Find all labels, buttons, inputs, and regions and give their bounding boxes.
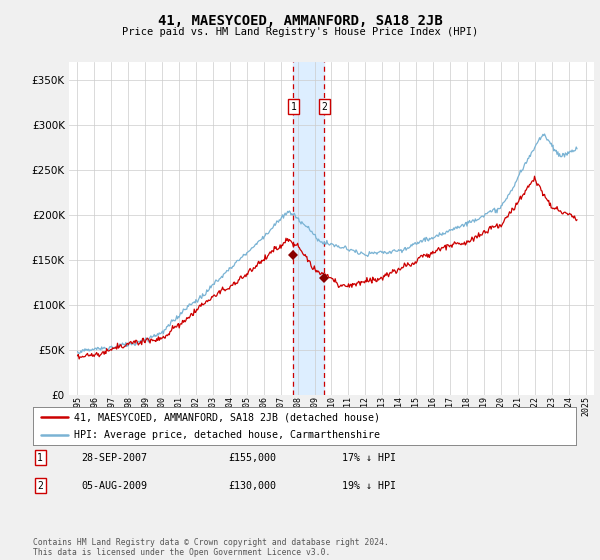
Text: 41, MAESYCOED, AMMANFORD, SA18 2JB: 41, MAESYCOED, AMMANFORD, SA18 2JB — [158, 14, 442, 28]
Text: 2: 2 — [37, 480, 43, 491]
Text: 41, MAESYCOED, AMMANFORD, SA18 2JB (detached house): 41, MAESYCOED, AMMANFORD, SA18 2JB (deta… — [74, 412, 380, 422]
Text: 19% ↓ HPI: 19% ↓ HPI — [342, 480, 396, 491]
Text: Contains HM Land Registry data © Crown copyright and database right 2024.
This d: Contains HM Land Registry data © Crown c… — [33, 538, 389, 557]
Text: HPI: Average price, detached house, Carmarthenshire: HPI: Average price, detached house, Carm… — [74, 430, 380, 440]
Text: 28-SEP-2007: 28-SEP-2007 — [81, 452, 147, 463]
Text: 05-AUG-2009: 05-AUG-2009 — [81, 480, 147, 491]
Text: 2: 2 — [322, 101, 328, 111]
Text: Price paid vs. HM Land Registry's House Price Index (HPI): Price paid vs. HM Land Registry's House … — [122, 27, 478, 37]
Text: 17% ↓ HPI: 17% ↓ HPI — [342, 452, 396, 463]
Text: £155,000: £155,000 — [228, 452, 276, 463]
Text: 1: 1 — [290, 101, 296, 111]
Text: 1: 1 — [37, 452, 43, 463]
Text: £130,000: £130,000 — [228, 480, 276, 491]
Bar — [293, 62, 325, 395]
